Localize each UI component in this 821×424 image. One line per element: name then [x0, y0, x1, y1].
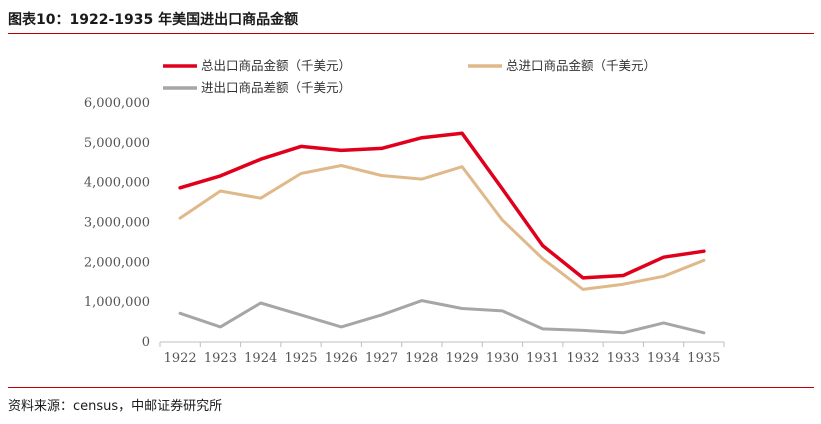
top-divider — [8, 33, 814, 34]
x-tick-label: 1924 — [244, 351, 277, 366]
x-tick-label: 1925 — [284, 351, 317, 366]
x-tick-label: 1922 — [164, 351, 197, 366]
series-line-1 — [178, 131, 706, 280]
y-tick-label: 0 — [142, 335, 150, 350]
x-tick-label: 1935 — [687, 351, 720, 366]
y-tick-label: 6,000,000 — [84, 96, 150, 111]
x-tick-label: 1934 — [647, 351, 680, 366]
legend-label: 总进口商品金额（千美元） — [506, 58, 656, 73]
x-tick-label: 1928 — [405, 351, 438, 366]
x-tick-label: 1926 — [325, 351, 358, 366]
y-axis: 0 1,000,000 2,000,000 3,000,000 4,000,000 5,0… — [84, 96, 150, 350]
legend-label: 进出口商品差额（千美元） — [201, 80, 351, 95]
y-tick-label: 5,000,000 — [84, 136, 150, 151]
x-tick-label: 1927 — [365, 351, 398, 366]
legend-label: 总出口商品金额（千美元） — [201, 58, 351, 73]
legend: 总出口商品金额（千美元） 总进口商品金额（千美元） 进出口商品差额（千美元） — [163, 58, 656, 95]
x-tick-label: 1931 — [526, 351, 559, 366]
source-note: 资料来源：census，中邮证券研究所 — [8, 399, 223, 414]
series-lines — [178, 131, 706, 335]
x-tick-label: 1923 — [204, 351, 237, 366]
x-tick-label: 1930 — [486, 351, 519, 366]
x-tick-label: 1929 — [446, 351, 479, 366]
y-tick-label: 3,000,000 — [84, 216, 150, 231]
x-axis: 1922 1923 1924 1925 1926 1927 1928 1929 1930 1931… — [159, 341, 725, 366]
chart-title: 图表10：1922-1935 年美国进出口商品金额 — [8, 12, 299, 28]
series-line-2 — [178, 164, 706, 291]
y-tick-label: 2,000,000 — [84, 255, 150, 270]
x-tick-label: 1933 — [607, 351, 640, 366]
x-tick-label: 1932 — [566, 351, 599, 366]
series-line-3 — [178, 299, 706, 335]
y-tick-label: 4,000,000 — [84, 176, 150, 191]
y-tick-label: 1,000,000 — [84, 295, 150, 310]
bottom-divider — [8, 387, 814, 388]
